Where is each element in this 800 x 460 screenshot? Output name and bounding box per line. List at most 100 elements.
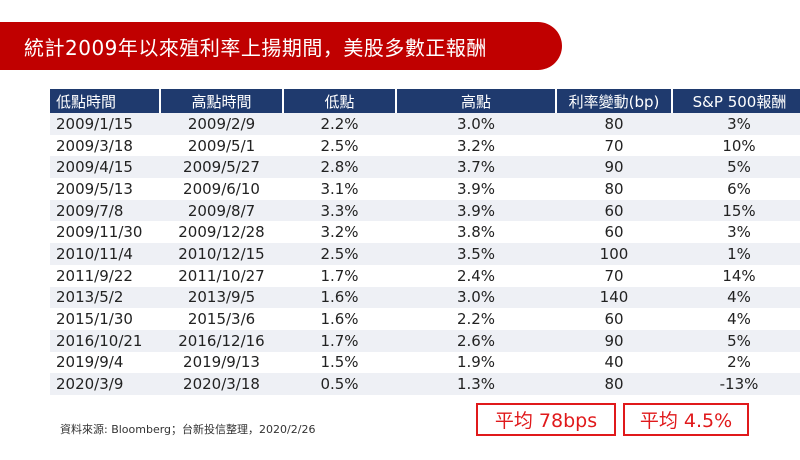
- cell-sp500-return: 5%: [672, 329, 800, 352]
- table-body: 2009/1/15 2009/2/9 2.2% 3.0% 80 3% 2009/3/18 20…: [50, 113, 800, 395]
- table-row: 2010/11/4 2010/12/15 2.5% 3.5% 100 1%: [50, 243, 800, 265]
- cell-low-yield: 2.8%: [283, 156, 396, 179]
- cell-high-date: 2010/12/15: [160, 243, 283, 265]
- cell-low-yield: 1.7%: [283, 329, 396, 352]
- table-row: 2009/1/15 2009/2/9 2.2% 3.0% 80 3%: [50, 113, 800, 135]
- cell-high-yield: 3.8%: [396, 221, 556, 244]
- cell-sp500-return: 10%: [672, 134, 800, 157]
- cell-high-date: 2009/8/7: [160, 199, 283, 222]
- column-header-high-date: 高點時間: [159, 89, 283, 113]
- cell-bp-change: 90: [556, 329, 672, 352]
- table-row: 2016/10/21 2016/12/16 1.7% 2.6% 90 5%: [50, 329, 800, 352]
- cell-low-date: 2009/4/15: [50, 156, 160, 179]
- cell-low-date: 2009/3/18: [50, 134, 160, 157]
- cell-high-yield: 2.2%: [396, 308, 556, 330]
- table-header: 低點時間 高點時間 低點 高點 利率變動(bp) S&P 500報酬: [50, 89, 800, 113]
- cell-high-date: 2011/10/27: [160, 264, 283, 287]
- cell-high-yield: 3.9%: [396, 199, 556, 222]
- cell-high-date: 2015/3/6: [160, 308, 283, 330]
- table-row: 2009/3/18 2009/5/1 2.5% 3.2% 70 10%: [50, 134, 800, 157]
- table-row: 2019/9/4 2019/9/13 1.5% 1.9% 40 2%: [50, 351, 800, 374]
- cell-low-date: 2013/5/2: [50, 286, 160, 309]
- header-row: 低點時間 高點時間 低點 高點 利率變動(bp) S&P 500報酬: [50, 89, 800, 113]
- cell-high-date: 2009/6/10: [160, 178, 283, 200]
- yield-periods-table: 低點時間 高點時間 低點 高點 利率變動(bp) S&P 500報酬 2009/1/15 2…: [50, 89, 800, 395]
- cell-low-date: 2009/1/15: [50, 113, 160, 135]
- cell-sp500-return: 4%: [672, 286, 800, 309]
- cell-high-yield: 3.0%: [396, 113, 556, 135]
- cell-low-date: 2015/1/30: [50, 308, 160, 330]
- title-banner: 統計2009年以來殖利率上揚期間，美股多數正報酬: [0, 22, 562, 70]
- cell-sp500-return: 6%: [672, 178, 800, 200]
- cell-sp500-return: -13%: [672, 373, 800, 395]
- table-row: 2009/4/15 2009/5/27 2.8% 3.7% 90 5%: [50, 156, 800, 179]
- table-row: 2015/1/30 2015/3/6 1.6% 2.2% 60 4%: [50, 308, 800, 330]
- column-header-sp500-return: S&P 500報酬: [671, 89, 800, 113]
- cell-sp500-return: 3%: [672, 221, 800, 244]
- cell-high-date: 2009/5/1: [160, 134, 283, 157]
- cell-high-yield: 3.7%: [396, 156, 556, 179]
- cell-high-yield: 3.0%: [396, 286, 556, 309]
- cell-low-yield: 1.6%: [283, 308, 396, 330]
- cell-low-date: 2009/11/30: [50, 221, 160, 244]
- table-row: 2020/3/9 2020/3/18 0.5% 1.3% 80 -13%: [50, 373, 800, 395]
- cell-high-date: 2009/12/28: [160, 221, 283, 244]
- column-header-low-date: 低點時間: [50, 89, 160, 113]
- cell-low-yield: 3.1%: [283, 178, 396, 200]
- cell-low-date: 2010/11/4: [50, 243, 160, 265]
- cell-high-yield: 2.4%: [396, 264, 556, 287]
- cell-bp-change: 100: [556, 243, 672, 265]
- cell-bp-change: 60: [556, 199, 672, 222]
- table-row: 2009/7/8 2009/8/7 3.3% 3.9% 60 15%: [50, 199, 800, 222]
- cell-high-yield: 1.9%: [396, 351, 556, 374]
- average-return-box: 平均 4.5%: [623, 403, 749, 436]
- column-header-bp-change: 利率變動(bp): [555, 89, 672, 113]
- cell-low-yield: 0.5%: [283, 373, 396, 395]
- cell-low-yield: 1.7%: [283, 264, 396, 287]
- average-bp-change-box: 平均 78bps: [476, 403, 616, 436]
- cell-low-yield: 2.5%: [283, 134, 396, 157]
- cell-high-yield: 1.3%: [396, 373, 556, 395]
- cell-bp-change: 70: [556, 264, 672, 287]
- cell-high-date: 2016/12/16: [160, 329, 283, 352]
- cell-sp500-return: 14%: [672, 264, 800, 287]
- cell-high-yield: 3.5%: [396, 243, 556, 265]
- cell-low-yield: 1.6%: [283, 286, 396, 309]
- cell-low-date: 2016/10/21: [50, 329, 160, 352]
- cell-low-yield: 2.2%: [283, 113, 396, 135]
- cell-sp500-return: 1%: [672, 243, 800, 265]
- cell-sp500-return: 3%: [672, 113, 800, 135]
- column-header-low-yield: 低點: [282, 89, 396, 113]
- cell-bp-change: 80: [556, 113, 672, 135]
- cell-bp-change: 140: [556, 286, 672, 309]
- cell-low-date: 2009/5/13: [50, 178, 160, 200]
- cell-low-yield: 1.5%: [283, 351, 396, 374]
- table-row: 2009/11/30 2009/12/28 3.2% 3.8% 60 3%: [50, 221, 800, 244]
- table-row: 2011/9/22 2011/10/27 1.7% 2.4% 70 14%: [50, 264, 800, 287]
- cell-sp500-return: 15%: [672, 199, 800, 222]
- page-title: 統計2009年以來殖利率上揚期間，美股多數正報酬: [24, 35, 487, 60]
- cell-low-yield: 3.2%: [283, 221, 396, 244]
- cell-bp-change: 80: [556, 373, 672, 395]
- table-row: 2009/5/13 2009/6/10 3.1% 3.9% 80 6%: [50, 178, 800, 200]
- cell-high-date: 2020/3/18: [160, 373, 283, 395]
- cell-low-date: 2020/3/9: [50, 373, 160, 395]
- table-row: 2013/5/2 2013/9/5 1.6% 3.0% 140 4%: [50, 286, 800, 309]
- cell-bp-change: 40: [556, 351, 672, 374]
- cell-low-yield: 2.5%: [283, 243, 396, 265]
- cell-sp500-return: 4%: [672, 308, 800, 330]
- cell-high-yield: 3.2%: [396, 134, 556, 157]
- cell-high-date: 2009/2/9: [160, 113, 283, 135]
- cell-high-date: 2009/5/27: [160, 156, 283, 179]
- cell-high-yield: 3.9%: [396, 178, 556, 200]
- cell-bp-change: 60: [556, 221, 672, 244]
- cell-bp-change: 90: [556, 156, 672, 179]
- cell-low-yield: 3.3%: [283, 199, 396, 222]
- cell-high-yield: 2.6%: [396, 329, 556, 352]
- column-header-high-yield: 高點: [395, 89, 556, 113]
- cell-bp-change: 80: [556, 178, 672, 200]
- cell-high-date: 2013/9/5: [160, 286, 283, 309]
- cell-bp-change: 70: [556, 134, 672, 157]
- cell-bp-change: 60: [556, 308, 672, 330]
- cell-high-date: 2019/9/13: [160, 351, 283, 374]
